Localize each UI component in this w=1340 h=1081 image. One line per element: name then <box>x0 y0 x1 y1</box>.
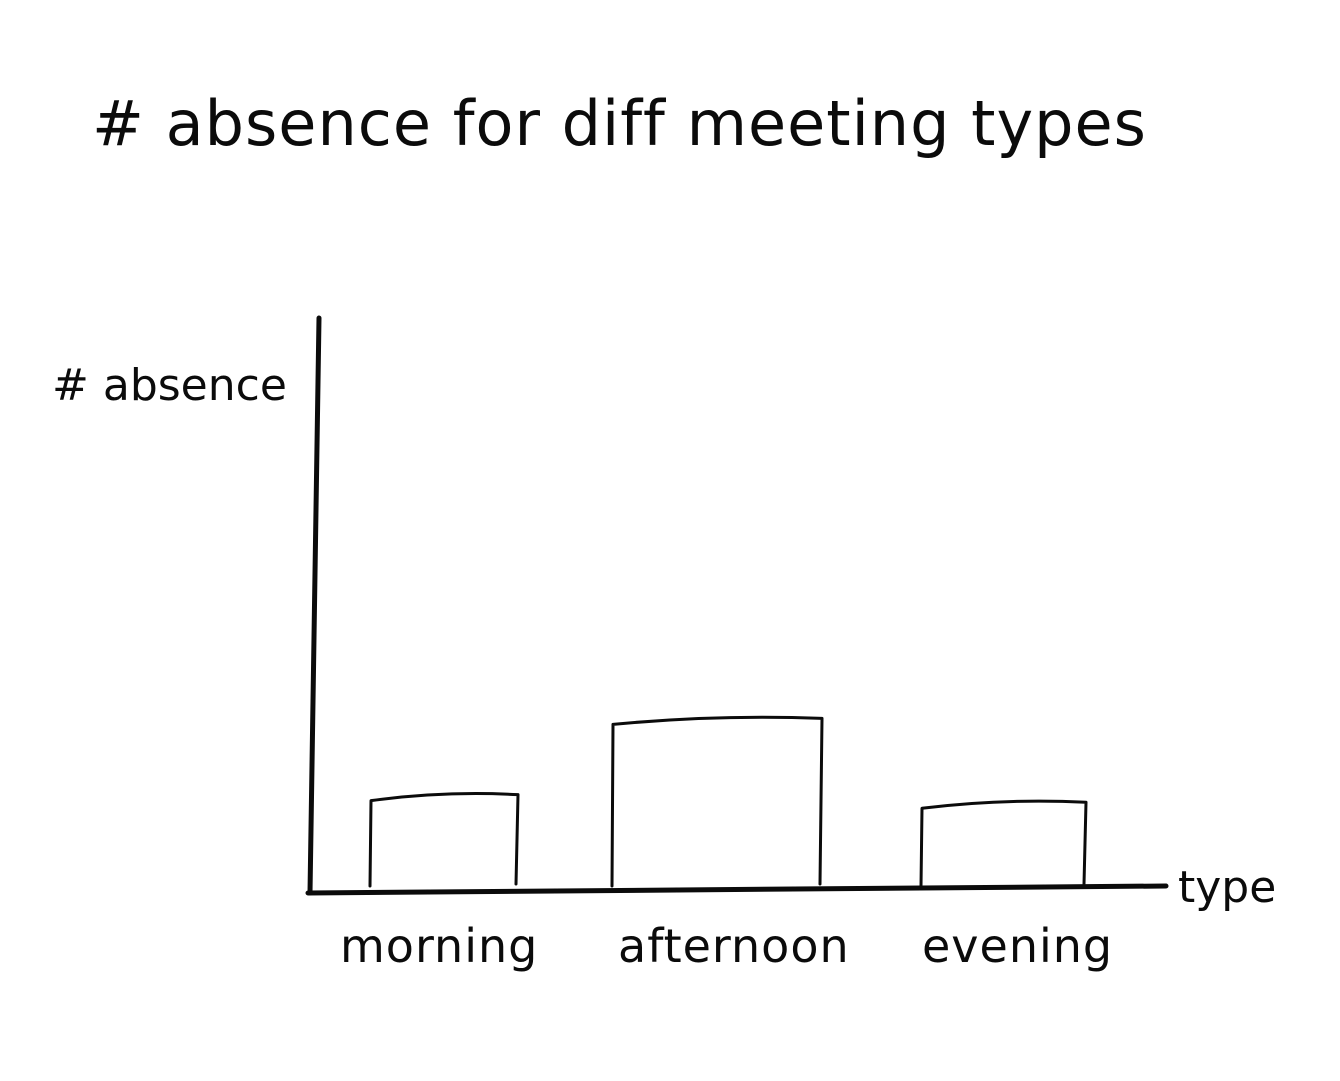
category-label-morning: morning <box>340 919 538 973</box>
category-label-evening: evening <box>922 919 1113 973</box>
bar-morning <box>368 792 520 888</box>
y-axis-line <box>307 315 322 896</box>
category-label-afternoon: afternoon <box>618 919 850 973</box>
category-labels-group: morning afternoon evening <box>340 919 1113 973</box>
bars-group <box>368 715 1088 888</box>
x-axis-line <box>305 883 1169 896</box>
chart-title: # absence for diff meeting types <box>92 87 1147 160</box>
x-axis-label: type <box>1178 862 1276 913</box>
bar-evening <box>919 799 1088 888</box>
bar-afternoon <box>610 715 824 888</box>
y-axis-label: # absence <box>52 360 287 411</box>
